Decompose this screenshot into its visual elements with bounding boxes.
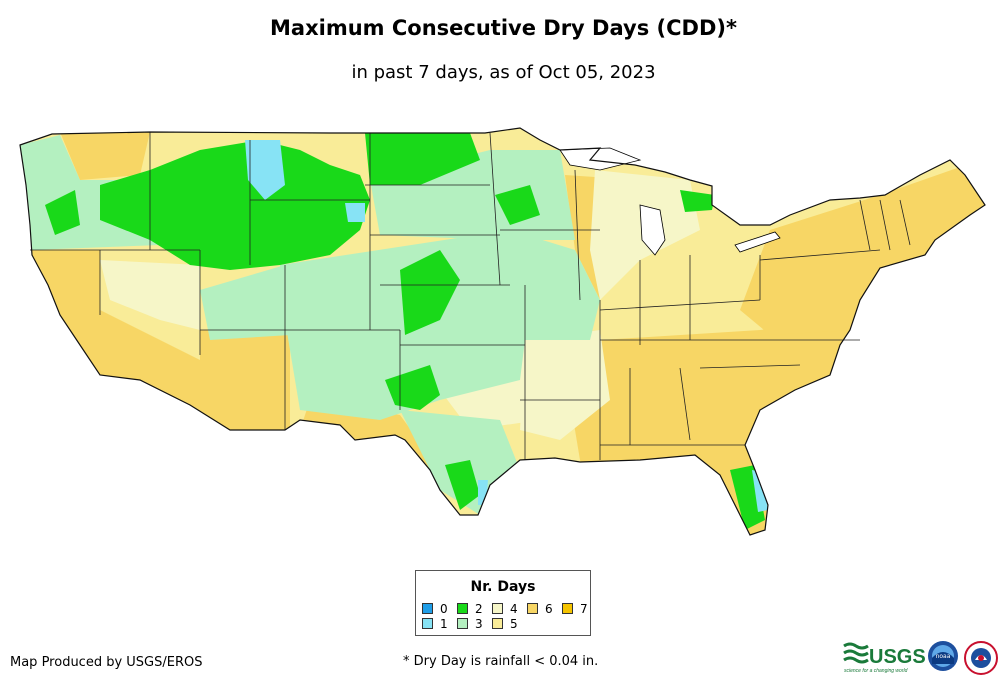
region-2-days-south-texas: [445, 460, 480, 510]
legend-swatch-4: [492, 603, 503, 614]
legend-label-5: 5: [510, 617, 518, 631]
legend-label-7: 7: [580, 602, 588, 616]
lake-michigan: [639, 204, 666, 256]
legend-swatch-1: [422, 618, 433, 629]
usgs-logo-text: USGS: [869, 646, 926, 668]
noaa-logo: noaa: [928, 641, 958, 671]
map-title: Maximum Consecutive Dry Days (CDD)*: [270, 16, 737, 40]
region-4-days-great-basin: [100, 260, 200, 330]
legend-label-3: 3: [475, 617, 483, 631]
state-boundaries: [30, 132, 911, 460]
region-6-days-northeast: [740, 160, 985, 335]
region-6-days-southeast: [570, 320, 870, 535]
usgs-tagline: science for a changing world: [844, 668, 908, 674]
region-1-day-florida: [752, 470, 768, 512]
legend-label-4: 4: [510, 602, 518, 616]
legend-swatch-3: [457, 618, 468, 629]
region-2-days-northern-rockies: [100, 140, 370, 270]
region-6-days-northwest: [60, 132, 150, 180]
region-3-days-central: [280, 230, 600, 420]
region-2-days-kansas: [400, 250, 460, 335]
lake-superior: [559, 147, 642, 171]
region-2-days-north-dakota: [365, 133, 480, 185]
us-outline: [19, 127, 986, 536]
region-4-days-midsouth: [520, 330, 610, 440]
legend-swatch-0: [422, 603, 433, 614]
region-2-days-wisconsin: [495, 185, 540, 225]
lake-erie: [734, 231, 781, 253]
region-3-days-rockies: [200, 265, 290, 340]
legend-swatch-2: [457, 603, 468, 614]
region-2-days-upper-michigan: [680, 190, 715, 212]
agency-logos: USGS science for a changing world noaa: [843, 641, 998, 675]
region-2-days-texas-panhandle: [385, 365, 440, 410]
legend-label-0: 0: [440, 602, 448, 616]
noaa-logo-text: noaa: [936, 653, 951, 660]
legend-swatch-7: [562, 603, 573, 614]
usgs-logo: USGS science for a changing world: [843, 642, 926, 674]
map-credit: Map Produced by USGS/EROS: [10, 655, 203, 670]
legend: Nr. Days 0 1 2 3 4 5 6 7: [415, 570, 591, 636]
legend-label-6: 6: [545, 602, 553, 616]
region-2-days-oregon: [45, 190, 80, 235]
legend-label-2: 2: [475, 602, 483, 616]
region-1-day-wyoming: [345, 203, 365, 222]
nws-logo: [964, 641, 998, 675]
dry-day-note: * Dry Day is rainfall < 0.04 in.: [403, 654, 599, 669]
legend-swatch-5: [492, 618, 503, 629]
map-subtitle: in past 7 days, as of Oct 05, 2023: [351, 62, 656, 83]
legend-label-1: 1: [440, 617, 448, 631]
legend-swatch-6: [527, 603, 538, 614]
legend-title: Nr. Days: [470, 579, 536, 595]
region-1-day-montana: [245, 140, 285, 200]
